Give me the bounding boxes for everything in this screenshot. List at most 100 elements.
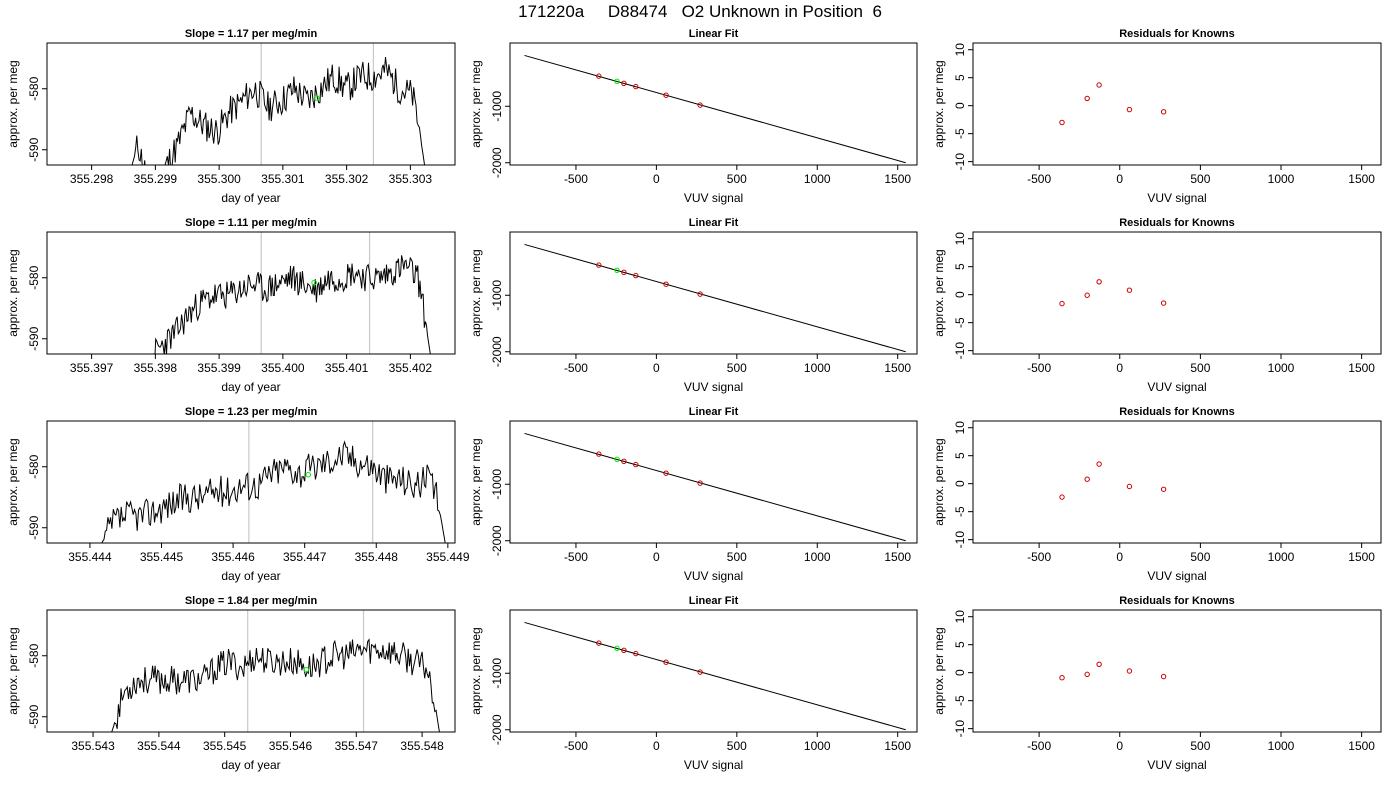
- unknown-mean-marker: [303, 666, 310, 673]
- x-tick-label: 355.548: [400, 739, 444, 753]
- y-tick-label: 5: [953, 74, 967, 81]
- y-tick-label: -2000: [490, 147, 504, 178]
- x-tick-label: 355.301: [261, 172, 305, 186]
- x-tick-label: -500: [1027, 172, 1051, 186]
- y-tick-label: -590: [27, 137, 41, 161]
- fit-line: [524, 432, 906, 542]
- known-point: [663, 281, 669, 287]
- y-tick-label: 5: [953, 452, 967, 459]
- y-tick-label: -580: [27, 265, 41, 289]
- y-tick-label: -580: [27, 76, 41, 100]
- chart-panel-1-3: Linear Fit -500 0 500 1000 1500 -2000 -1000 VUV …: [469, 595, 918, 772]
- chart-title: Residuals for Knowns: [1119, 28, 1235, 40]
- chart-panel-2-0: Residuals for Knowns -500 0 500 1000 1500 -10 -…: [932, 28, 1382, 205]
- chart-title: Linear Fit: [689, 28, 739, 40]
- x-axis-label: day of year: [221, 758, 280, 772]
- y-tick-label: -1000: [490, 469, 504, 500]
- y-tick-label: -5: [953, 128, 967, 139]
- x-tick-label: 500: [1190, 361, 1210, 375]
- x-tick-label: 1500: [884, 739, 911, 753]
- unknown-mean-marker: [305, 471, 312, 478]
- chart-title: Linear Fit: [689, 406, 739, 418]
- plot-area: [101, 421, 446, 543]
- x-tick-label: 355.299: [134, 172, 178, 186]
- plot-area: [1059, 279, 1167, 307]
- y-tick-label: -10: [953, 153, 967, 171]
- plot-frame: [46, 231, 456, 355]
- x-tick-label: 1500: [1348, 739, 1375, 753]
- x-tick-label: -500: [564, 739, 588, 753]
- chart-title: Linear Fit: [689, 217, 739, 229]
- x-tick-label: -500: [564, 361, 588, 375]
- x-axis-label: day of year: [221, 569, 280, 583]
- known-point: [1126, 483, 1133, 490]
- chart-panel-2-2: Residuals for Knowns -500 0 500 1000 1500 -10 -…: [932, 406, 1382, 583]
- x-tick-label: 355.302: [325, 172, 369, 186]
- x-tick-label: 355.399: [197, 361, 241, 375]
- known-point: [621, 647, 627, 654]
- known-point: [1096, 279, 1102, 285]
- y-tick-label: -1000: [490, 658, 504, 689]
- y-tick-label: -590: [27, 326, 41, 350]
- known-point: [596, 451, 602, 457]
- x-axis-label: VUV signal: [1147, 191, 1206, 205]
- plot-area: [152, 232, 431, 354]
- signal-trace: [131, 56, 426, 165]
- plot-frame: [46, 609, 456, 733]
- chart-panel-0-2: Slope = 1.23 per meg/min 355.444 355.445 35…: [6, 406, 470, 583]
- known-point: [1160, 673, 1167, 680]
- x-axis-label: VUV signal: [684, 380, 743, 394]
- x-tick-label: 0: [653, 739, 660, 753]
- known-point: [1160, 109, 1167, 115]
- known-point: [596, 640, 602, 646]
- chart-title: Slope = 1.23 per meg/min: [185, 406, 318, 418]
- fit-line: [524, 621, 906, 731]
- y-tick-label: -10: [953, 531, 967, 549]
- y-axis-label: approx. per meg: [6, 60, 20, 147]
- y-axis-label: approx. per meg: [6, 249, 20, 336]
- plot-area: [111, 610, 440, 732]
- x-tick-label: 355.543: [71, 739, 115, 753]
- known-point: [621, 269, 627, 276]
- chart-panel-1-1: Linear Fit -500 0 500 1000 1500 -2000 -1000 VUV …: [469, 217, 918, 394]
- x-tick-label: 355.445: [140, 550, 184, 564]
- known-point: [633, 461, 639, 468]
- y-tick-label: -5: [953, 695, 967, 706]
- known-point: [633, 650, 639, 657]
- y-axis-label: approx. per meg: [932, 438, 946, 525]
- x-tick-label: 0: [1116, 550, 1123, 564]
- fit-line: [524, 54, 906, 164]
- known-point: [697, 102, 703, 108]
- y-tick-label: -1000: [490, 91, 504, 122]
- chart-panel-2-1: Residuals for Knowns -500 0 500 1000 1500 -10 -…: [932, 217, 1382, 394]
- known-point: [663, 470, 669, 476]
- x-tick-label: 355.449: [426, 550, 470, 564]
- x-tick-label: 1000: [804, 550, 831, 564]
- known-point: [1096, 82, 1102, 88]
- known-point: [1160, 300, 1167, 306]
- x-tick-label: 500: [727, 550, 747, 564]
- y-tick-label: -5: [953, 506, 967, 517]
- chart-title: Residuals for Knowns: [1119, 595, 1235, 607]
- x-tick-label: -500: [1027, 361, 1051, 375]
- x-tick-label: 1000: [1268, 361, 1295, 375]
- x-tick-label: -500: [564, 172, 588, 186]
- known-point: [1160, 486, 1167, 492]
- x-tick-label: 1500: [884, 550, 911, 564]
- plot-frame: [509, 231, 918, 355]
- x-tick-label: -500: [1027, 739, 1051, 753]
- x-tick-label: 1500: [884, 172, 911, 186]
- x-axis-label: VUV signal: [1147, 380, 1206, 394]
- unknown-point: [614, 78, 620, 84]
- chart-title: Linear Fit: [689, 595, 739, 607]
- plot-area: [524, 621, 906, 731]
- known-point: [1126, 287, 1133, 293]
- x-tick-label: 355.303: [389, 172, 433, 186]
- y-axis-label: approx. per meg: [469, 60, 483, 147]
- y-tick-label: -590: [27, 704, 41, 728]
- known-point: [633, 272, 639, 279]
- known-point: [1059, 494, 1065, 500]
- y-axis-label: approx. per meg: [6, 438, 20, 525]
- x-tick-label: 355.300: [197, 172, 241, 186]
- known-point: [697, 480, 703, 486]
